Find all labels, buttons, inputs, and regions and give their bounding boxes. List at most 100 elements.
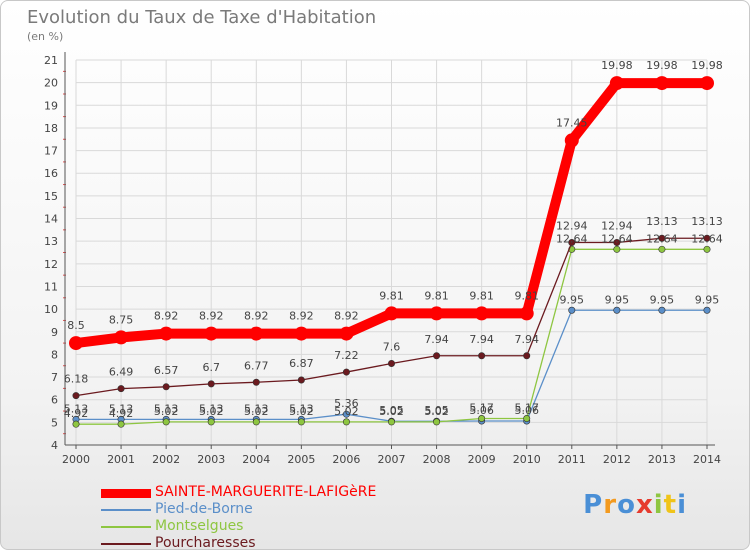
data-label: 5.13 — [64, 402, 89, 415]
y-tick-label: 14 — [44, 213, 58, 226]
data-point — [478, 352, 486, 360]
y-tick-label: 19 — [44, 99, 58, 112]
data-point — [294, 326, 309, 341]
legend-swatch — [101, 526, 151, 528]
data-label: 5.02 — [379, 405, 404, 418]
y-tick-label: 12 — [44, 258, 58, 271]
data-label: 6.49 — [109, 366, 134, 379]
logo-letter: i — [653, 490, 664, 520]
data-label: 5.13 — [109, 402, 134, 415]
y-tick-label: 4 — [51, 439, 58, 452]
data-point — [72, 420, 80, 428]
y-tick-label: 7 — [51, 371, 58, 384]
x-tick-label: 2003 — [197, 453, 225, 466]
legend-label: Pourcharesses — [155, 535, 256, 550]
data-label: 13.13 — [691, 215, 723, 228]
legend-swatch — [101, 543, 151, 545]
data-point — [474, 306, 489, 321]
data-label: 6.18 — [64, 373, 89, 386]
data-point — [654, 76, 669, 91]
data-label: 5.05 — [424, 404, 449, 417]
data-label: 9.81 — [514, 289, 539, 302]
data-label: 9.81 — [424, 289, 449, 302]
data-label: 6.77 — [244, 359, 269, 372]
chart-title: Evolution du Taux de Taxe d'Habitation — [27, 7, 377, 28]
data-label: 9.95 — [560, 293, 585, 306]
data-label: 7.22 — [334, 349, 359, 362]
data-point — [159, 326, 174, 341]
data-label: 5.02 — [244, 405, 269, 418]
data-point — [703, 234, 711, 242]
data-label: 5.05 — [379, 404, 404, 417]
data-point — [478, 415, 486, 423]
data-label: 5.02 — [154, 405, 179, 418]
y-tick-label: 20 — [44, 77, 58, 90]
logo-letter: t — [663, 490, 678, 520]
legend-label: SAINTE-MARGUERITE-LAFIGèRE — [155, 484, 377, 500]
y-tick-label: 18 — [44, 122, 58, 135]
x-tick-label: 2008 — [423, 453, 451, 466]
data-point — [249, 326, 264, 341]
data-point — [609, 76, 624, 91]
data-point — [297, 418, 305, 426]
data-point — [342, 368, 350, 376]
data-label: 6.7 — [202, 361, 220, 374]
data-point — [387, 418, 395, 426]
data-point — [613, 306, 621, 314]
x-tick-label: 2004 — [242, 453, 270, 466]
data-label: 19.98 — [646, 59, 678, 72]
data-point — [114, 330, 129, 345]
data-point — [69, 336, 83, 351]
data-label: 5.06 — [514, 404, 539, 417]
logo-letter: o — [617, 490, 636, 520]
data-label: 9.81 — [469, 289, 494, 302]
data-label: 5.13 — [199, 402, 224, 415]
data-label: 8.92 — [289, 310, 314, 323]
y-tick-label: 16 — [44, 167, 58, 180]
y-tick-label: 10 — [44, 303, 58, 316]
data-label: 7.94 — [514, 333, 539, 346]
data-label: 5.13 — [244, 402, 269, 415]
legend-label: Montselgues — [155, 518, 244, 534]
legend-swatch — [101, 509, 151, 511]
data-point — [433, 352, 441, 360]
data-label: 5.17 — [469, 402, 494, 415]
data-point — [339, 326, 354, 341]
x-tick-label: 2012 — [603, 453, 631, 466]
y-tick-label: 13 — [44, 235, 58, 248]
data-label: 19.98 — [691, 59, 723, 72]
data-label: 6.87 — [289, 357, 314, 370]
x-tick-label: 2002 — [152, 453, 180, 466]
data-label: 9.95 — [605, 293, 630, 306]
data-point — [703, 245, 711, 253]
data-point — [658, 245, 666, 253]
x-tick-label: 2014 — [693, 453, 721, 466]
data-label: 8.92 — [334, 310, 359, 323]
data-point — [613, 245, 621, 253]
y-tick-label: 11 — [44, 280, 58, 293]
data-label: 5.02 — [199, 405, 224, 418]
data-point — [207, 418, 215, 426]
data-label: 5.06 — [469, 404, 494, 417]
data-point — [613, 239, 621, 247]
data-label: 9.95 — [695, 293, 720, 306]
data-point — [207, 380, 215, 388]
data-label: 8.5 — [67, 319, 85, 332]
data-label: 5.17 — [514, 402, 539, 415]
y-tick-label: 21 — [44, 54, 58, 67]
data-point — [523, 415, 531, 423]
data-point — [162, 383, 170, 391]
data-label: 12.94 — [556, 220, 588, 233]
data-label: 8.92 — [199, 310, 224, 323]
data-point — [429, 306, 444, 321]
data-point — [117, 385, 125, 393]
y-tick-label: 9 — [51, 326, 58, 339]
data-point — [519, 306, 534, 321]
data-label: 8.75 — [109, 313, 134, 326]
data-point — [703, 306, 711, 314]
data-point — [523, 352, 531, 360]
data-label: 8.92 — [244, 310, 269, 323]
data-label: 5.02 — [289, 405, 314, 418]
